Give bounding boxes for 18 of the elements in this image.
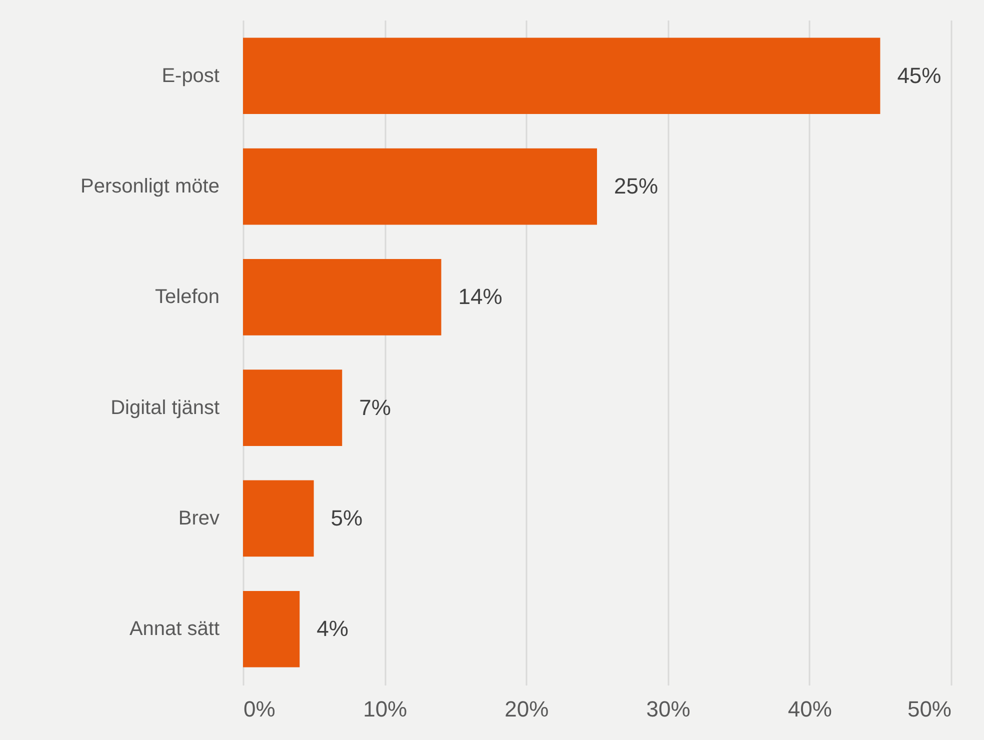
y-tick-label: Annat sätt — [129, 618, 220, 640]
y-tick-label: E-post — [162, 64, 220, 87]
x-tick-label: 30% — [646, 696, 690, 722]
y-tick-label: Personligt möte — [80, 176, 220, 198]
x-tick-label: 10% — [363, 696, 408, 722]
y-tick-label: Digital tjänst — [110, 396, 220, 419]
y-tick-label: Brev — [178, 507, 220, 530]
x-tick-label: 50% — [907, 696, 952, 722]
data-label: 25% — [614, 174, 658, 199]
data-label: 7% — [359, 394, 391, 420]
x-tick-label: 40% — [788, 696, 832, 722]
data-label: 14% — [458, 284, 502, 310]
data-label: 45% — [897, 62, 942, 88]
y-tick-label: Telefon — [155, 286, 220, 308]
data-label: 4% — [316, 616, 348, 642]
data-label: 5% — [330, 505, 363, 530]
x-tick-label: 0% — [244, 696, 276, 722]
x-tick-label: 20% — [504, 696, 549, 722]
